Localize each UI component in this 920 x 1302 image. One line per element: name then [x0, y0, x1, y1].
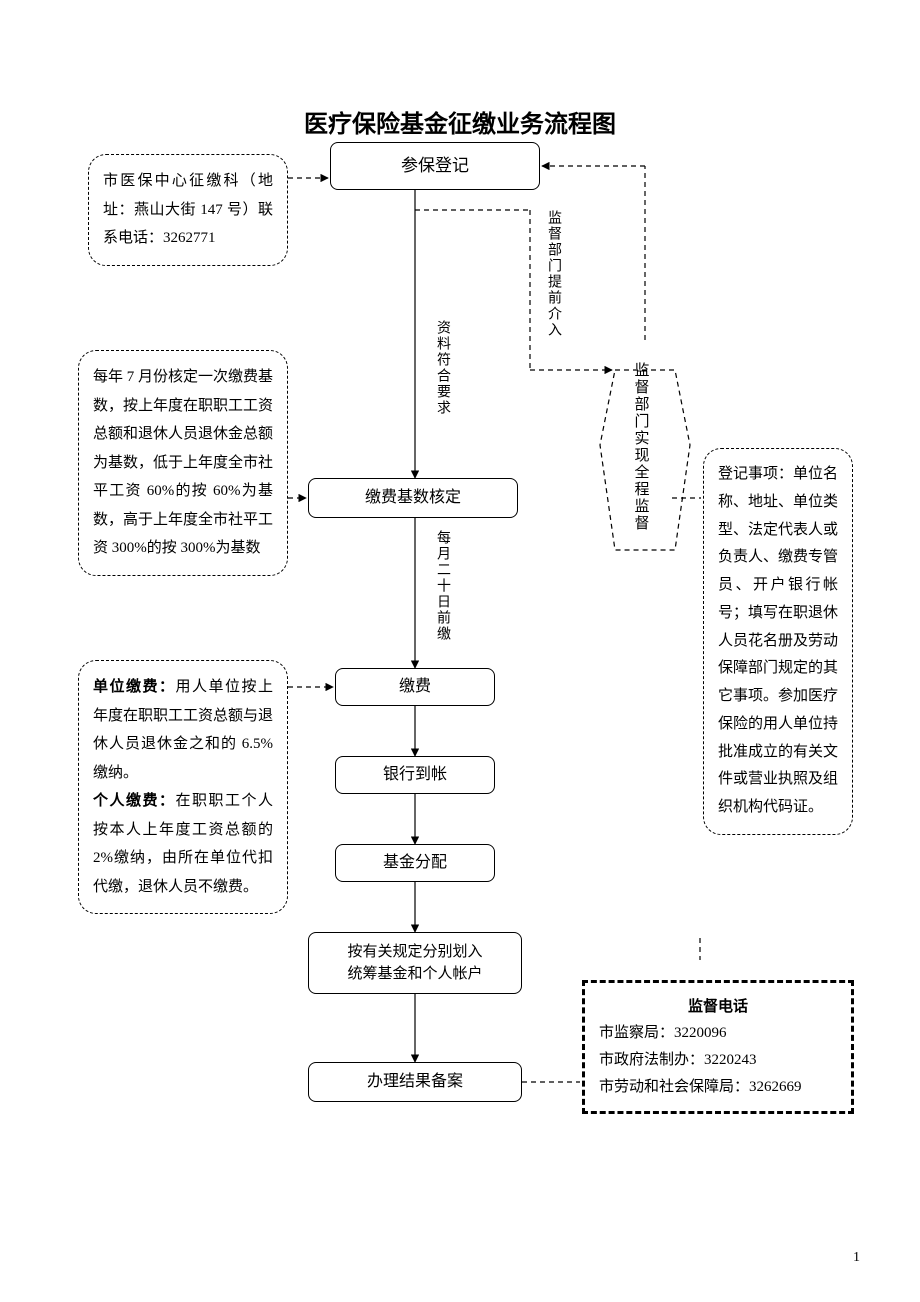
node-fund-alloc: 基金分配 [335, 844, 495, 882]
supervision-line-1: 市监察局：3220096 [599, 1020, 837, 1047]
supervision-line-3: 市劳动和社会保障局：3262669 [599, 1074, 837, 1101]
page-title: 医疗保险基金征缴业务流程图 [0, 104, 920, 139]
node-register: 参保登记 [330, 142, 540, 190]
supervision-title: 监督电话 [599, 993, 837, 1020]
node-base-determine: 缴费基数核定 [308, 478, 518, 518]
annotation-register-items: 登记事项：单位名称、地址、单位类型、法定代表人或负责人、缴费专管员、开户银行帐号… [703, 448, 853, 835]
supervisor-hex-label: 监督部门实现全程监督 [630, 362, 650, 532]
annotation-base-rule: 每年 7 月份核定一次缴费基数，按上年度在职职工工资总额和退休人员退休金总额为基… [78, 350, 288, 576]
node-archive: 办理结果备案 [308, 1062, 522, 1102]
node-pay: 缴费 [335, 668, 495, 706]
page-number: 1 [853, 1250, 860, 1266]
supervision-line-2: 市政府法制办：3220243 [599, 1047, 837, 1074]
edge-label-materials: 资料符合要求 [432, 320, 452, 416]
node-split: 按有关规定分别划入 统筹基金和个人帐户 [308, 932, 522, 994]
annotation-payment-rule: 单位缴费：用人单位按上年度在职职工工资总额与退休人员退休金之和的 6.5%缴纳。… [78, 660, 288, 914]
node-bank: 银行到帐 [335, 756, 495, 794]
annotation-contact: 市医保中心征缴科（地址：燕山大街 147 号）联系电话：3262771 [88, 154, 288, 266]
edge-label-pre-intervene: 监督部门提前介入 [543, 210, 563, 338]
supervision-phone-box: 监督电话 市监察局：3220096 市政府法制办：3220243 市劳动和社会保… [582, 980, 854, 1114]
edge-label-monthly: 每月二十日前缴 [432, 530, 452, 642]
